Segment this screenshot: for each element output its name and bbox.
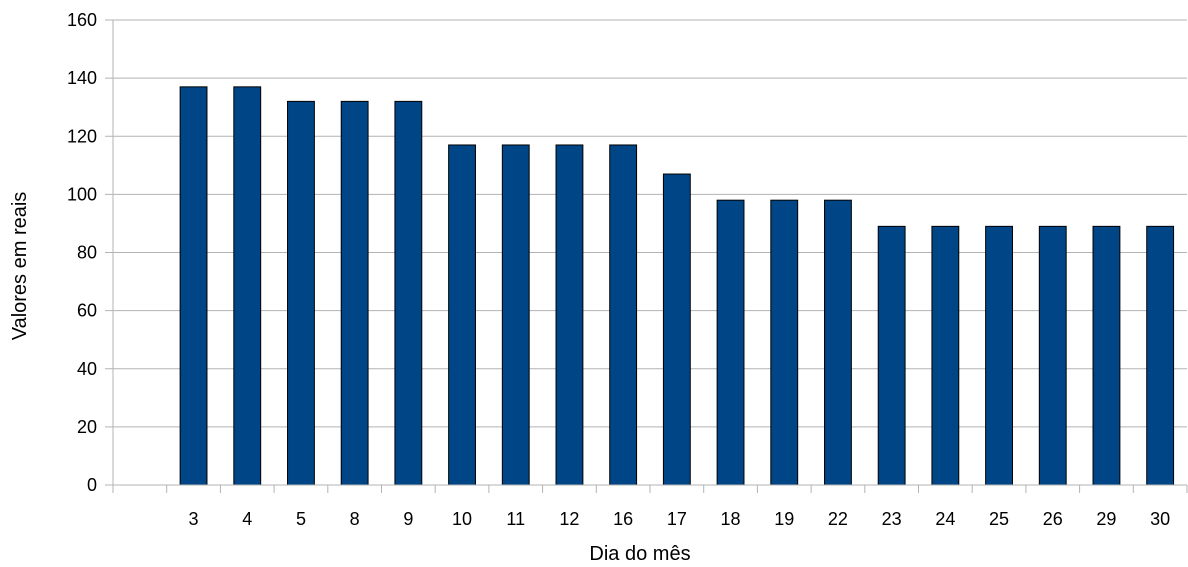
- x-tick-label: 10: [452, 509, 472, 529]
- x-tick-label: 30: [1150, 509, 1170, 529]
- x-tick-labels: 3 4 5 8 9 10 11 12 16 17 18 19 22 23 24 25 26 29 30: [189, 509, 1171, 529]
- bar-8: [340, 100, 369, 486]
- x-tick-label: 9: [403, 509, 413, 529]
- bar-17: [662, 173, 691, 486]
- y-tick-label: 140: [67, 68, 97, 88]
- x-tick-label: 29: [1096, 509, 1116, 529]
- y-tick-label: 40: [77, 359, 97, 379]
- bars: [179, 86, 1175, 486]
- x-tick-label: 24: [935, 509, 955, 529]
- bar-9: [394, 100, 423, 486]
- gridlines: [113, 19, 1187, 428]
- x-tick-label: 16: [613, 509, 633, 529]
- x-tick-label: 11: [506, 509, 525, 529]
- bar-19: [770, 199, 799, 486]
- bar-5: [287, 100, 315, 486]
- x-tick-label: 23: [882, 509, 902, 529]
- bar-24: [931, 225, 960, 486]
- x-tick-label: 3: [189, 509, 199, 529]
- x-tick-label: 8: [350, 509, 360, 529]
- x-tick-label: 4: [242, 509, 252, 529]
- x-tick-label: 18: [721, 509, 741, 529]
- bar-30: [1146, 225, 1175, 486]
- bar-16: [609, 144, 638, 486]
- bar-29: [1092, 225, 1121, 486]
- x-tick-label: 17: [667, 509, 687, 529]
- y-axis-title: Valores em reais: [9, 192, 31, 341]
- axes: [105, 19, 1188, 493]
- bar-11: [501, 144, 530, 486]
- x-tick-label: 19: [774, 509, 794, 529]
- bar-22: [824, 199, 852, 486]
- bar-18: [716, 199, 745, 486]
- y-tick-label: 20: [77, 417, 97, 437]
- x-tick-label: 26: [1043, 509, 1063, 529]
- y-tick-label: 100: [67, 184, 97, 204]
- x-tick-label: 22: [828, 509, 848, 529]
- y-tick-label: 60: [77, 301, 97, 321]
- bar-25: [985, 225, 1013, 486]
- y-tick-label: 0: [87, 475, 97, 495]
- x-tick-label: 12: [559, 509, 579, 529]
- x-axis-title: Dia do mês: [589, 543, 690, 565]
- y-tick-label: 160: [67, 10, 97, 30]
- bar-4: [233, 86, 262, 486]
- bar-23: [877, 225, 906, 486]
- x-tick-label: 25: [989, 509, 1009, 529]
- y-tick-label: 120: [67, 126, 97, 146]
- x-tick-label: 5: [296, 509, 306, 529]
- bar-12: [555, 144, 584, 486]
- y-tick-labels: 0 20 40 60 80 100 120 140 160: [67, 10, 97, 495]
- bar-3: [179, 86, 208, 486]
- bar-26: [1038, 225, 1067, 486]
- bar-10: [448, 144, 476, 486]
- y-tick-label: 80: [77, 243, 97, 263]
